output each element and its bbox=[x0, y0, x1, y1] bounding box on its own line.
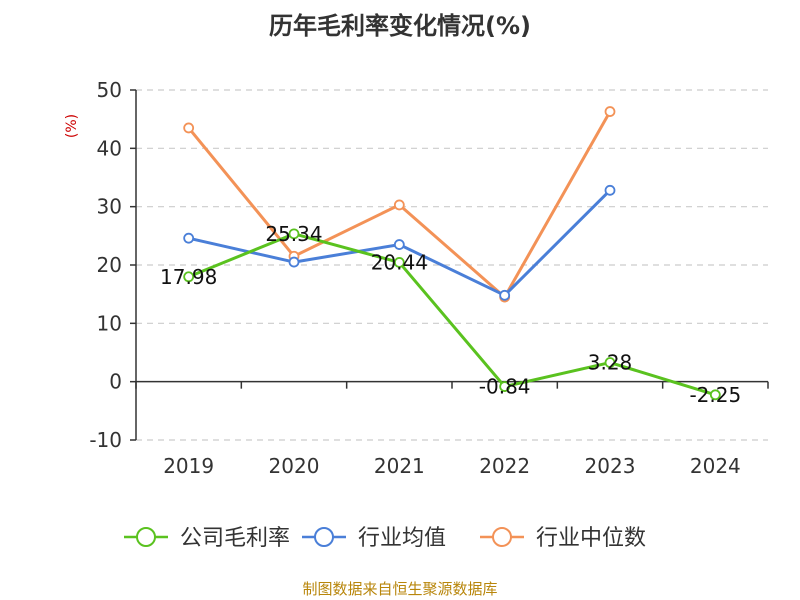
data-label: 20.44 bbox=[371, 250, 428, 274]
data-point[interactable] bbox=[604, 357, 616, 368]
legend-label: 行业中位数 bbox=[536, 526, 646, 551]
data-point[interactable] bbox=[393, 257, 405, 268]
x-tick-label: 2022 bbox=[479, 454, 530, 478]
data-point[interactable] bbox=[393, 199, 405, 211]
legend-label: 公司毛利率 bbox=[180, 526, 290, 551]
x-tick-label: 2021 bbox=[374, 454, 425, 478]
x-tick-label: 2020 bbox=[269, 454, 320, 478]
data-point[interactable] bbox=[183, 122, 195, 134]
data-point[interactable] bbox=[604, 106, 616, 117]
data-point[interactable] bbox=[709, 389, 721, 401]
x-tick-label: 2024 bbox=[690, 454, 741, 478]
data-point[interactable] bbox=[604, 184, 616, 196]
data-label-layer: 17.98 25.34 20.44 -0.84 3.28 -2.25 bbox=[160, 222, 741, 407]
data-point[interactable] bbox=[499, 289, 511, 301]
legend-label: 行业均值 bbox=[358, 526, 446, 551]
y-axis-label: (%) bbox=[64, 114, 80, 138]
data-point[interactable] bbox=[288, 256, 300, 268]
y-tick-label: 20 bbox=[97, 253, 122, 277]
series-line bbox=[188, 232, 716, 397]
data-label: 3.28 bbox=[588, 351, 633, 375]
y-tick-label: 30 bbox=[97, 195, 122, 219]
x-tick-label: 2023 bbox=[585, 454, 636, 478]
legend-marker bbox=[314, 527, 334, 547]
legend-marker bbox=[492, 527, 512, 547]
legend-item[interactable]: 行业中位数 bbox=[480, 526, 646, 551]
y-tick-label: 40 bbox=[97, 136, 122, 160]
legend-item[interactable]: 公司毛利率 bbox=[124, 526, 290, 551]
legend[interactable]: 公司毛利率 行业均值 行业中位数 bbox=[124, 526, 646, 551]
data-point[interactable] bbox=[393, 239, 405, 250]
source-note: 制图数据来自恒生聚源数据库 bbox=[302, 580, 497, 598]
x-tick-label: 2019 bbox=[163, 454, 214, 478]
data-label: -2.25 bbox=[689, 383, 741, 407]
y-tick-label: 50 bbox=[97, 78, 122, 102]
legend-marker bbox=[136, 527, 156, 547]
data-point[interactable] bbox=[183, 232, 195, 244]
data-point[interactable] bbox=[499, 381, 511, 392]
y-tick-label: -10 bbox=[89, 428, 122, 452]
series-layer bbox=[183, 106, 721, 401]
legend-item[interactable]: 行业均值 bbox=[302, 526, 446, 551]
data-label: 17.98 bbox=[160, 265, 217, 289]
y-tick-label: 10 bbox=[97, 311, 122, 335]
data-label: 25.34 bbox=[265, 222, 322, 246]
data-point[interactable] bbox=[183, 271, 195, 283]
y-tick-label: 0 bbox=[109, 370, 122, 394]
chart-title: 历年毛利率变化情况(%) bbox=[269, 12, 531, 40]
data-point[interactable] bbox=[288, 228, 300, 240]
axis-layer: -10 0 10 20 30 40 50 2019 2020 2021 2022 2023 2024 bbox=[89, 78, 769, 478]
data-label: -0.84 bbox=[479, 375, 531, 399]
